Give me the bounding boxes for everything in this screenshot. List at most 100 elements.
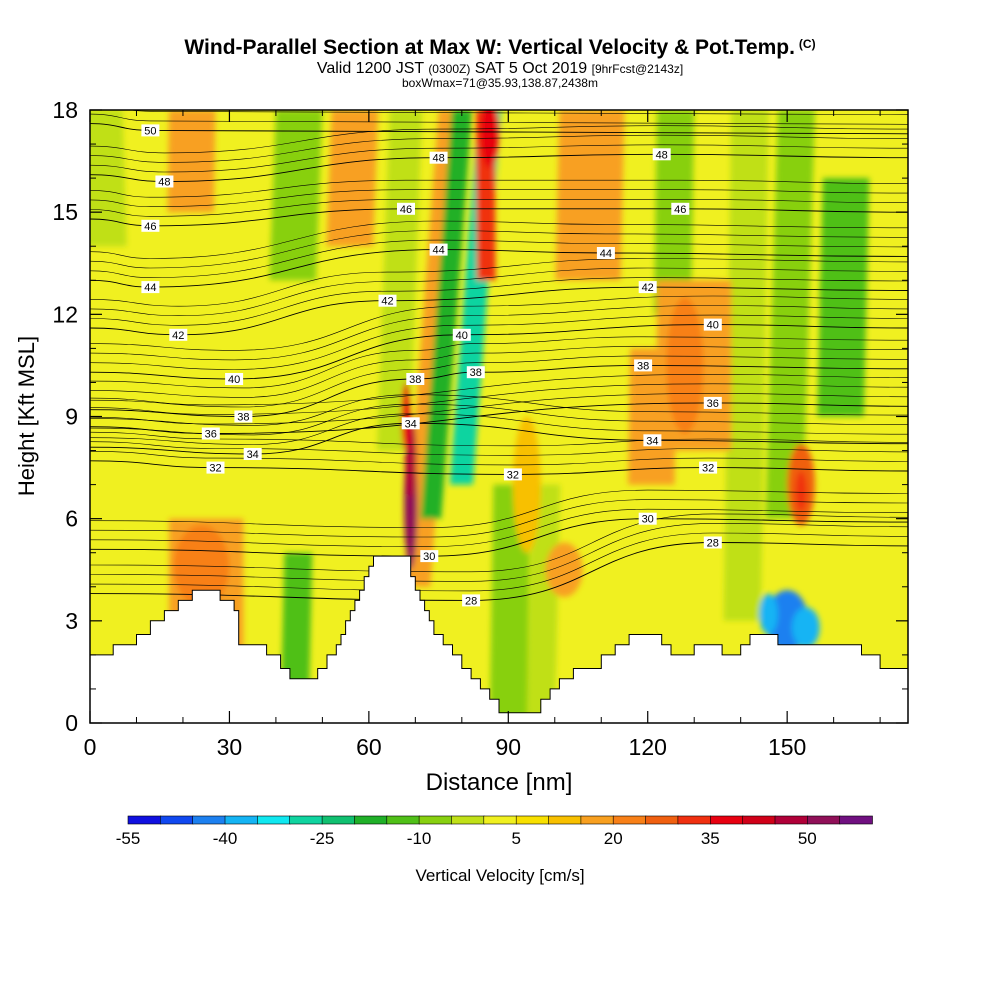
isentrope-36-minor-3 [90,373,908,406]
isentrope-44-minor-3 [90,220,908,259]
contour-label-38: 38 [234,410,253,424]
contour-label-text: 46 [674,204,686,216]
x-tick-label: 0 [84,734,97,760]
contour-label-38: 38 [466,366,485,379]
colorbar-swatch [289,815,323,825]
velocity-band-13 [723,110,769,621]
y-tick-label: 12 [52,301,78,327]
box-info: boxWmax=71@35.93,138.87,2438m [402,76,598,90]
contour-label-32: 32 [206,461,225,475]
contour-label-bg [503,468,522,481]
colorbar-swatch [677,815,712,825]
contour-label-30: 30 [420,550,439,563]
x-tick-label: 90 [495,734,521,760]
chart-title: Wind-Parallel Section at Max W: Vertical… [0,36,1000,60]
isentrope-32-minor-3 [90,431,908,447]
isentrope-46-minor-3 [90,179,908,198]
isentrope-44-minor-1 [90,239,908,278]
contour-label-bg [141,124,160,137]
contour-label-32: 32 [699,461,718,475]
colorbar-swatch [192,815,226,825]
contour-label-bg [225,373,244,385]
x-tick-label: 150 [768,734,806,760]
contour-label-text: 48 [158,177,170,189]
contour-label-40: 40 [452,328,471,342]
y-tick-label: 6 [65,506,78,532]
isentrope-34 [90,422,908,455]
y-axis-label: Height [Kft MSL] [14,336,39,496]
colorbar-tick-label: -55 [116,829,141,848]
isentrope-30 [90,518,908,557]
colorbar-swatch [580,815,615,825]
contour-label-text: 28 [465,595,477,607]
contour-label-bg [420,550,439,563]
contour-label-text: 36 [205,429,217,441]
contour-label-text: 38 [409,374,421,386]
contour-label-text: 46 [400,204,412,216]
contour-label-text: 50 [144,125,156,137]
velocity-band-2 [269,110,323,281]
colorbar-swatch [160,815,194,825]
contour-label-bg [652,148,671,161]
isentrope-48-minor-3 [90,125,908,154]
contour-label-text: 32 [702,463,714,475]
contour-label-bg [638,281,657,294]
velocity-cell-13 [513,416,541,553]
contour-label-48: 48 [155,175,174,189]
contour-label-text: 34 [646,435,658,447]
contour-label-bg [596,247,615,259]
colorbar-tick-label: 20 [604,829,623,848]
colorbar-swatch [515,815,550,825]
vertical-velocity-field [90,110,870,723]
colorbar-label: Vertical Velocity [cm/s] [415,866,584,885]
valid-utc: (0300Z) [428,62,471,76]
contour-label-text: 34 [247,449,259,461]
isentrope-46-minor-2 [90,189,908,207]
contour-label-bg [634,359,653,372]
velocity-band-11 [555,110,625,281]
velocity-band-1 [167,110,216,213]
contour-label-text: 38 [237,412,249,424]
contour-label-bg [703,396,722,409]
contour-label-text: 32 [209,463,221,475]
contour-label-bg [206,461,225,474]
contour-label-bg [703,536,722,549]
colorbar-swatch [321,815,356,825]
isentrope-40-minor-2 [90,305,908,361]
contour-label-bg [397,202,415,215]
contour-label-bg [699,461,718,474]
contour-label-44: 44 [596,247,615,260]
terrain [90,555,908,723]
contour-label-bg [141,281,160,294]
isentrope-38-minor-2 [90,345,908,398]
isentrope-42-minor-2 [90,267,908,316]
contour-label-46: 46 [397,202,415,216]
isentrope-38-minor-1 [90,355,908,408]
contour-label-46: 46 [671,202,690,216]
contour-label-42: 42 [169,328,188,342]
colorbar-swatch [839,815,873,825]
colorbar-tick-label: 5 [511,829,520,848]
contour-label-44: 44 [429,243,448,257]
contour-label-bg [452,328,471,341]
colorbar-tick-label: -25 [310,829,335,848]
colorbar-tick-label: -10 [407,829,432,848]
x-tick-label: 30 [217,734,243,760]
isentrope-30-minor-3 [90,489,908,528]
colorbar: -55 -40 -25 -10 5 20 35 50 [116,815,873,848]
velocity-band-19 [628,348,677,485]
colorbar-tick-label: 35 [701,829,720,848]
contour-label-34: 34 [643,434,662,447]
contour-label-48: 48 [652,148,671,161]
colorbar-swatch [483,815,517,825]
contour-label-text: 48 [432,153,444,165]
isentrope-42-minor-3 [90,258,908,307]
colorbar-swatch [451,815,485,825]
contour-label-bg [243,448,262,460]
contour-label-text: 44 [600,248,612,260]
colorbar-swatch [354,815,388,825]
colorbar-swatch [774,815,809,825]
isentrope-48-minor-2 [90,134,908,163]
